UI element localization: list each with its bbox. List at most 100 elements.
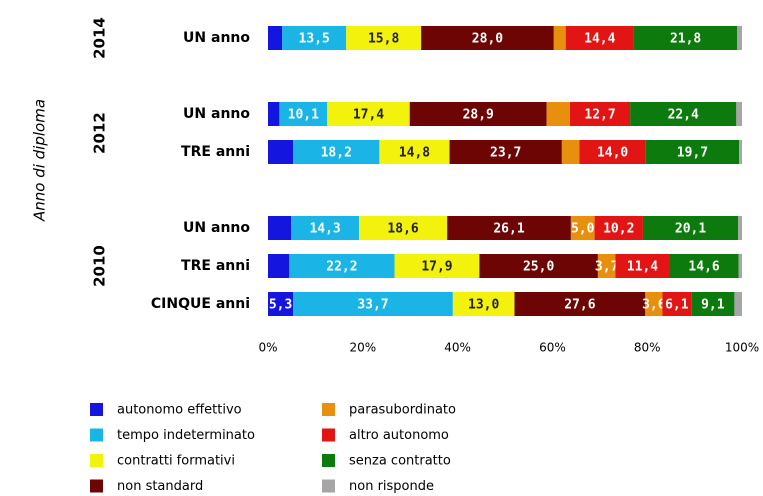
bar-segment — [268, 102, 280, 126]
x-tick-label: 80% — [634, 341, 661, 355]
bar-segment — [291, 216, 360, 240]
value-label: 26,1 — [493, 222, 524, 237]
bar-segment — [546, 102, 570, 126]
value-label: 20,1 — [675, 222, 706, 237]
bar-segment — [279, 102, 328, 126]
bar-segment — [268, 140, 294, 164]
legend-label: contratti formativi — [117, 454, 235, 469]
legend-swatch — [322, 454, 335, 467]
bar-segment — [645, 292, 663, 316]
value-label: 23,7 — [490, 146, 521, 161]
bar-segment — [615, 254, 670, 278]
bar-segment — [597, 254, 616, 278]
bar-segment — [734, 292, 742, 316]
bar-segment — [379, 140, 450, 164]
legend-swatch — [90, 479, 103, 493]
value-label: 10,1 — [288, 108, 319, 123]
legend-swatch — [322, 479, 335, 493]
value-label: 9,1 — [701, 298, 725, 313]
legend-label: non risponde — [349, 479, 434, 494]
legend-label: non standard — [117, 479, 203, 494]
bar-segment — [293, 140, 380, 164]
value-label: 3,6 — [642, 298, 666, 313]
bar-segment — [268, 26, 283, 50]
value-label: 13,5 — [299, 32, 330, 47]
legend-swatch — [322, 403, 335, 416]
bar-segment — [569, 102, 631, 126]
value-label: 28,9 — [463, 108, 494, 123]
value-label: 18,2 — [321, 146, 352, 161]
x-tick-label: 40% — [444, 341, 471, 355]
legend-label: senza contratto — [349, 454, 451, 469]
x-tick-label: 0% — [258, 341, 277, 355]
bar-segment — [282, 26, 347, 50]
bar-segment — [449, 140, 562, 164]
bar-segment — [691, 292, 735, 316]
legend-swatch — [90, 428, 103, 442]
bar-segment — [268, 292, 294, 316]
value-label: 10,2 — [603, 222, 634, 237]
value-label: 3,7 — [595, 260, 618, 275]
bar-segment — [642, 216, 739, 240]
bar-segment — [737, 26, 742, 50]
bar-segment — [359, 216, 448, 240]
legend-label: autonomo effettivo — [117, 403, 242, 418]
value-label: 14,4 — [584, 32, 615, 47]
value-label: 14,6 — [688, 260, 719, 275]
value-label: 22,2 — [326, 260, 357, 275]
bar-segment — [662, 292, 692, 316]
y-axis-label: Anno di diploma — [31, 99, 49, 222]
value-label: 33,7 — [357, 298, 388, 313]
legend-label: parasubordinato — [349, 403, 456, 418]
bar-segment — [327, 102, 410, 126]
value-label: 17,4 — [353, 108, 384, 123]
value-label: 19,7 — [677, 146, 708, 161]
bar-segment — [579, 140, 646, 164]
value-label: 28,0 — [472, 32, 503, 47]
value-label: 27,6 — [564, 298, 595, 313]
bar-segment — [738, 254, 742, 278]
bar-segment — [645, 140, 740, 164]
value-label: 25,0 — [523, 260, 554, 275]
category-label: TRE anni — [181, 144, 250, 160]
bar-segment — [633, 26, 738, 50]
bar-segment — [289, 254, 395, 278]
category-label: UN anno — [183, 220, 250, 236]
value-label: 13,0 — [468, 298, 499, 313]
value-label: 21,8 — [670, 32, 701, 47]
legend-swatch — [90, 454, 103, 467]
category-label: CINQUE anni — [151, 296, 250, 312]
bar-segment — [421, 26, 554, 50]
value-label: 6,1 — [665, 298, 689, 313]
bar-segment — [514, 292, 646, 316]
bar-segment — [394, 254, 480, 278]
group-label: 2010 — [91, 245, 109, 287]
group-label: 2014 — [91, 17, 109, 59]
value-label: 12,7 — [584, 108, 615, 123]
value-label: 5,3 — [269, 298, 292, 313]
bar-segment — [594, 216, 643, 240]
bar-segment — [479, 254, 598, 278]
bar-segment — [738, 216, 742, 240]
bar-segment — [553, 26, 566, 50]
bar-segment — [346, 26, 422, 50]
value-label: 15,8 — [368, 32, 399, 47]
category-label: UN anno — [183, 30, 250, 46]
legend-swatch — [90, 403, 103, 416]
x-tick-label: 100% — [725, 341, 759, 355]
bar-segment — [268, 254, 290, 278]
bar-segment — [739, 140, 742, 164]
bar-segment — [293, 292, 453, 316]
bar-segment — [268, 216, 292, 240]
category-label: TRE anni — [181, 258, 250, 274]
bar-segment — [409, 102, 547, 126]
bar-segment — [565, 26, 634, 50]
x-tick-label: 20% — [349, 341, 376, 355]
bar-segment — [452, 292, 515, 316]
value-label: 22,4 — [668, 108, 699, 123]
value-label: 14,3 — [309, 222, 340, 237]
value-label: 14,0 — [597, 146, 628, 161]
bar-segment — [736, 102, 742, 126]
value-label: 11,4 — [627, 260, 658, 275]
